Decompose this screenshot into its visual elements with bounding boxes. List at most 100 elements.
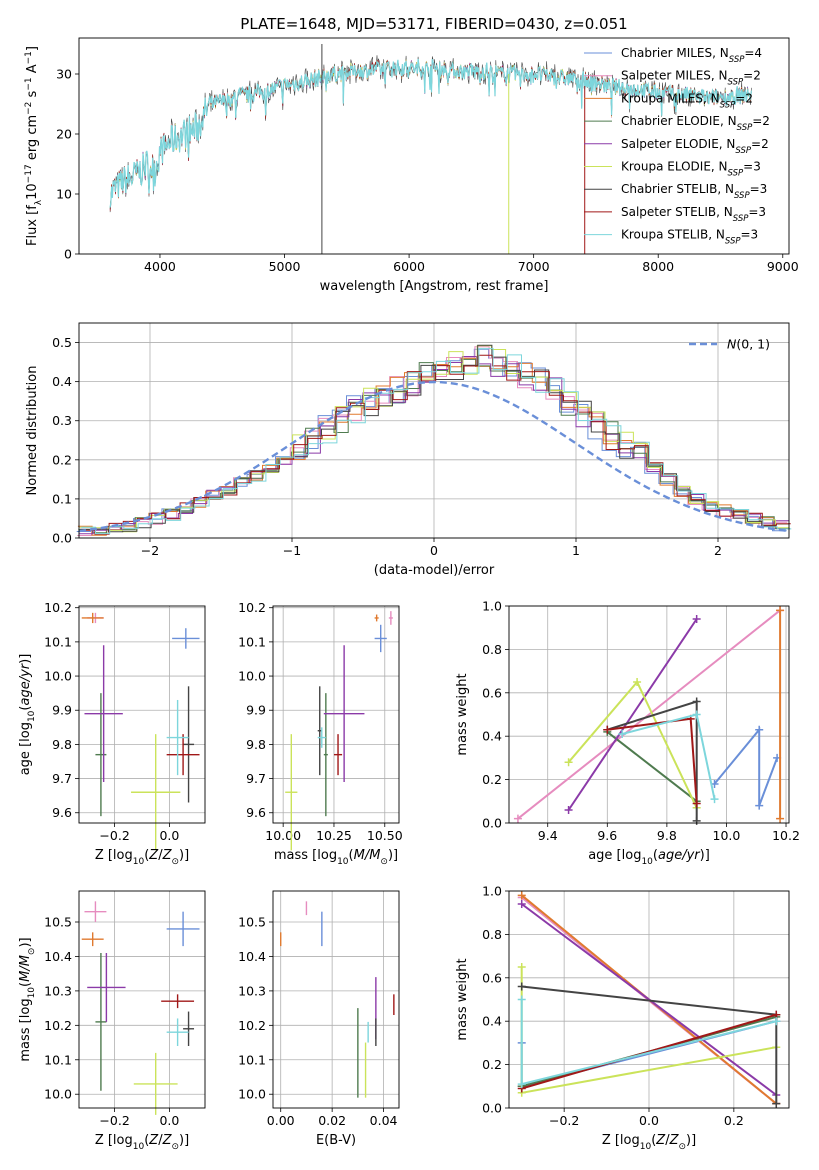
y-tick-label: 9.6 xyxy=(246,805,266,820)
axes-frame xyxy=(78,37,790,255)
y-axis-label: Flux [fλ10−17 erg cm−2 s−1 A−1] xyxy=(24,46,44,246)
x-tick-label: 8000 xyxy=(642,259,674,274)
panel-residuals: −2 −1 0 1 2 0.0 0.1 0.2 0.3 0.4 0.5 N(0, 1) (data-mo… xyxy=(25,322,792,578)
weight-line-chabrier-miles xyxy=(713,726,779,806)
x-tick-label: 7000 xyxy=(518,259,550,274)
histogram-salpeter-elodie xyxy=(79,356,789,535)
y-tick-label: 10.2 xyxy=(44,600,72,615)
y-tick-label: 0.0 xyxy=(482,1101,502,1116)
y-axis-label: age [log10(age/yr)] xyxy=(18,654,37,776)
y-tick-label: 0.2 xyxy=(482,1057,502,1072)
x-tick-label: 9000 xyxy=(767,259,799,274)
weight-marker-chabrier-stelib xyxy=(692,697,701,706)
weight-marker-kroupa-stelib xyxy=(517,1080,526,1089)
panel-age-vs-Z: −0.2 0.0 9.6 9.7 9.8 9.9 10.0 10.1 10.2 Z [log10(… xyxy=(18,600,206,867)
y-tick-label: 1.0 xyxy=(482,599,502,614)
y-tick-label: 0.6 xyxy=(482,685,502,700)
x-axis-label: E(B-V) xyxy=(316,1133,356,1148)
y-axis-label: mass weight xyxy=(455,673,470,755)
weight-line-chabrier-elodie xyxy=(606,731,698,803)
weight-line-salpeter-miles xyxy=(517,609,781,820)
x-axis-label: wavelength [Angstrom, rest frame] xyxy=(320,279,549,294)
x-tick-label: −0.2 xyxy=(99,828,129,843)
x-axis-label: Z [log10(Z/Z⊙)] xyxy=(602,1133,696,1152)
x-tick-label: 9.6 xyxy=(597,828,617,843)
weight-marker-kroupa-elodie xyxy=(564,758,573,767)
weight-line-salpeter-elodie xyxy=(567,618,698,811)
y-tick-label: 1.0 xyxy=(482,884,502,899)
legend-entry: Chabrier MILES, NSSP=4 xyxy=(621,46,762,65)
axes-frame xyxy=(508,890,790,1109)
y-tick-label: 30 xyxy=(56,67,72,82)
weight-line-salpeter-stelib xyxy=(521,1013,777,1090)
normal-curve xyxy=(78,380,790,533)
y-axis-label: Normed distribution xyxy=(25,366,40,496)
y-tick-label: 10.2 xyxy=(238,1018,266,1033)
x-tick-label: 10.0 xyxy=(713,828,741,843)
y-tick-label: 0.1 xyxy=(52,491,72,506)
y-tick-label: 0.3 xyxy=(52,413,72,428)
weight-marker-salpeter-elodie xyxy=(517,900,526,909)
x-axis-label: (data-model)/error xyxy=(374,563,495,578)
weight-marker-salpeter-miles xyxy=(513,814,522,823)
x-tick-label: −1 xyxy=(283,543,301,558)
y-tick-label: 10.0 xyxy=(238,669,266,684)
weight-marker-kroupa-stelib xyxy=(692,710,701,719)
y-tick-label: 0.0 xyxy=(52,531,72,546)
y-tick-label: 9.7 xyxy=(52,771,72,786)
weight-marker-chabrier-miles xyxy=(755,801,764,810)
legend-entry: N(0, 1) xyxy=(727,337,770,352)
axes-frame xyxy=(78,322,790,539)
axes-frame xyxy=(508,605,790,824)
weight-marker-salpeter-stelib xyxy=(603,725,612,734)
x-axis-label: Z [log10(Z/Z⊙)] xyxy=(95,1133,189,1152)
y-tick-label: 9.9 xyxy=(52,703,72,718)
y-axis-label: mass weight xyxy=(455,958,470,1040)
y-tick-label: 9.9 xyxy=(246,703,266,718)
x-tick-label: 9.8 xyxy=(657,828,677,843)
axes-frame xyxy=(78,890,206,1109)
y-tick-label: 10.2 xyxy=(44,1018,72,1033)
weight-marker-chabrier-stelib xyxy=(772,1099,781,1108)
x-tick-label: 0.04 xyxy=(370,1113,398,1128)
x-tick-label: 9.4 xyxy=(538,828,558,843)
y-tick-label: 0.4 xyxy=(482,1014,502,1029)
weight-marker-kroupa-stelib xyxy=(710,795,719,804)
legend-entry: Chabrier STELIB, NSSP=3 xyxy=(621,182,767,201)
y-tick-label: 0 xyxy=(64,247,72,262)
histogram-kroupa-stelib xyxy=(81,348,792,535)
weight-marker-kroupa-miles xyxy=(517,891,526,900)
x-tick-label: 10.2 xyxy=(772,828,800,843)
y-tick-label: 0.0 xyxy=(482,816,502,831)
y-tick-label: 10 xyxy=(56,187,72,202)
weight-marker-chabrier-stelib xyxy=(692,816,701,825)
weight-marker-chabrier-miles xyxy=(755,725,764,734)
y-tick-label: 0.5 xyxy=(52,335,72,350)
y-tick-label: 10.5 xyxy=(44,915,72,930)
x-tick-label: 4000 xyxy=(144,259,176,274)
y-tick-label: 10.3 xyxy=(238,983,266,998)
x-tick-label: 2 xyxy=(714,543,722,558)
legend-entry: Salpeter ELODIE, NSSP=2 xyxy=(621,137,769,156)
y-tick-label: 10.0 xyxy=(44,1087,72,1102)
weight-marker-kroupa-stelib xyxy=(772,1017,781,1026)
x-tick-label: 0 xyxy=(430,543,438,558)
panel-mass-vs-EBV: 0.00 0.02 0.04 10.0 10.1 10.2 10.3 10.4 10.5 E(B-… xyxy=(238,890,400,1148)
y-tick-label: 0.4 xyxy=(482,729,502,744)
y-tick-label: 9.6 xyxy=(52,805,72,820)
histogram-kroupa-miles xyxy=(77,357,788,536)
y-tick-label: 10.5 xyxy=(238,915,266,930)
spectrum-line-kroupa-stelib xyxy=(109,58,752,208)
weight-marker-salpeter-stelib xyxy=(692,799,701,808)
x-tick-label: 5000 xyxy=(269,259,301,274)
x-tick-label: 10.00 xyxy=(265,828,301,843)
legend-entry: Salpeter MILES, NSSP=2 xyxy=(621,69,761,88)
chart-panels: 4000 5000 6000 7000 8000 90000102030Chabrier … xyxy=(18,37,800,1152)
weight-marker-kroupa-elodie xyxy=(517,962,526,971)
y-tick-label: 10.0 xyxy=(44,669,72,684)
y-tick-label: 10.1 xyxy=(44,1052,72,1067)
x-tick-label: −2 xyxy=(141,543,159,558)
weight-marker-salpeter-elodie xyxy=(692,615,701,624)
y-tick-label: 20 xyxy=(56,127,72,142)
